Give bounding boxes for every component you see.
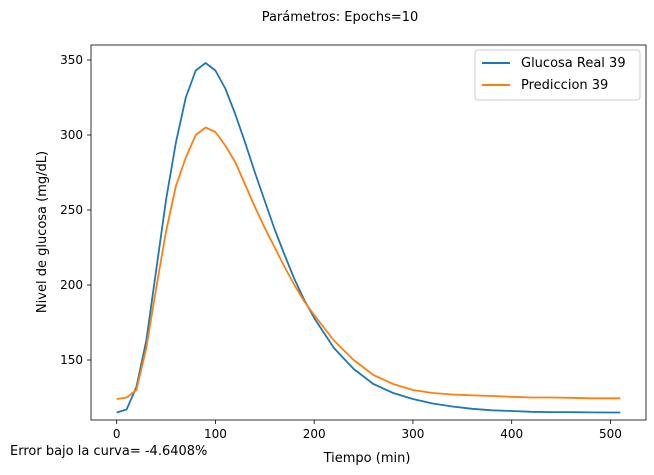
x-tick-label: 100 — [204, 427, 227, 441]
plot-frame — [90, 44, 647, 421]
y-tick-label: 200 — [60, 278, 83, 292]
legend-label-real: Glucosa Real 39 — [521, 56, 626, 71]
error-note: Error bajo la curva= -4.6408% — [10, 444, 207, 459]
y-tick-label: 150 — [60, 353, 83, 367]
y-tick-label: 350 — [60, 53, 83, 67]
series-line-pred — [116, 126, 621, 400]
legend-box — [474, 49, 641, 101]
x-tick-label: 500 — [599, 427, 622, 441]
y-tick-label: 250 — [60, 203, 83, 217]
x-tick-label: 0 — [113, 427, 121, 441]
x-axis-label: Tiempo (min) — [323, 451, 411, 466]
x-tick-label: 200 — [303, 427, 326, 441]
x-tick-label: 400 — [500, 427, 523, 441]
y-axis-label: Nivel de glucosa (mg/dL) — [35, 151, 50, 313]
x-tick-label: 300 — [401, 427, 424, 441]
legend-label-pred: Prediccion 39 — [521, 78, 608, 93]
chart-title: Parámetros: Epochs=10 — [262, 10, 419, 25]
legend: Glucosa Real 39 Prediccion 39 — [474, 49, 641, 101]
series-line-real — [116, 62, 621, 414]
y-tick-label: 300 — [60, 128, 83, 142]
